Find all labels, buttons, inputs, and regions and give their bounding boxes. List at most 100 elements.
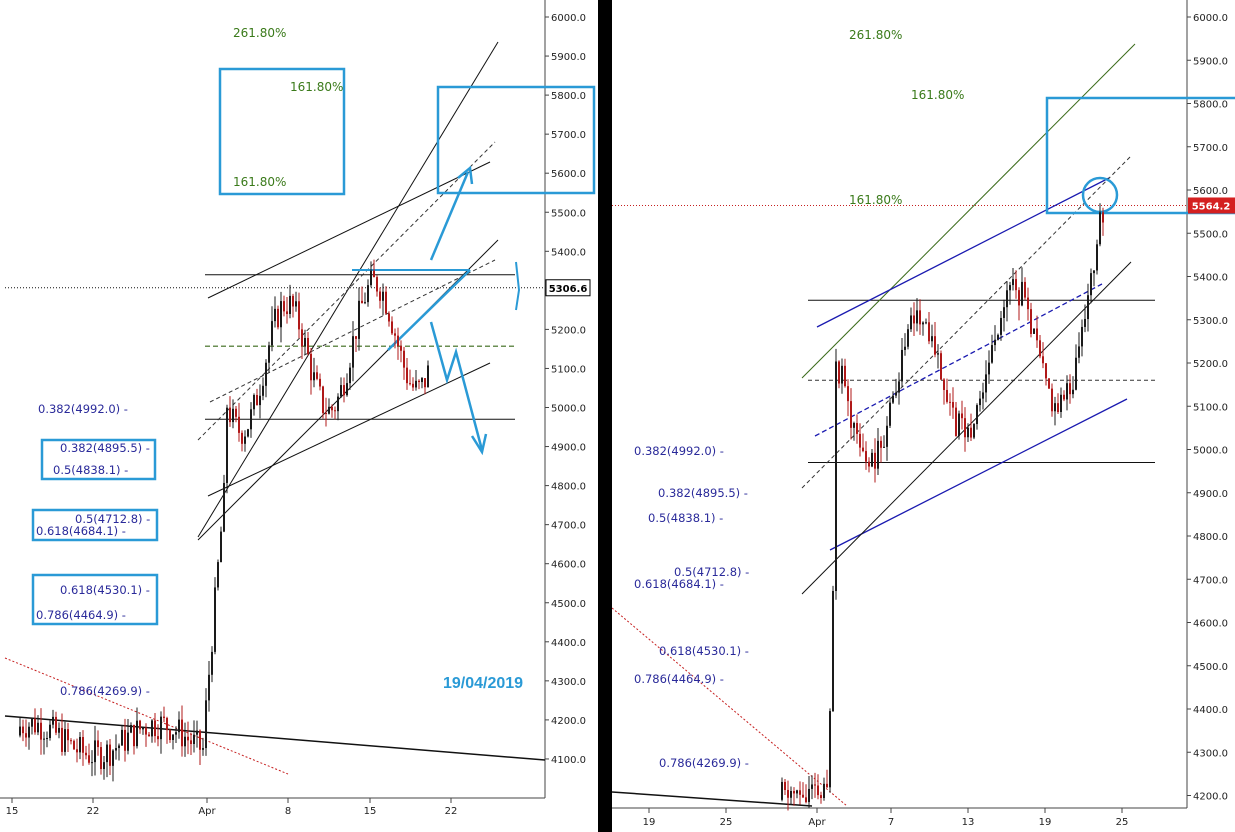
drawings-left — [4, 41, 596, 775]
candle-body — [916, 310, 918, 324]
candle-body — [943, 379, 945, 390]
candle-body — [67, 729, 69, 741]
candle-body — [925, 322, 927, 324]
candle-body — [850, 401, 852, 428]
chart-panel-right: 6000.0 5900.0 5800.0 5700.0 5600.0 5500.0 5400… — [612, 0, 1235, 832]
x-tick-label: 25 — [720, 817, 733, 828]
candle-body — [961, 413, 963, 419]
fib-label: 0.5(4712.8) - — [75, 512, 150, 526]
candle-body — [1069, 383, 1071, 395]
candle-body — [100, 747, 102, 770]
candle-body — [409, 383, 411, 385]
red-dotted-line — [612, 607, 848, 807]
arrow-up-head — [457, 165, 474, 185]
candle-body — [970, 427, 972, 438]
candle-body — [865, 451, 867, 462]
candle-body — [367, 285, 369, 303]
candle-body — [874, 452, 876, 469]
candle-body — [58, 727, 60, 733]
candle-body — [1081, 326, 1083, 347]
candle-body — [205, 700, 207, 749]
candle-body — [880, 440, 882, 448]
candle-body — [1027, 297, 1029, 310]
candle-body — [937, 353, 939, 355]
candle-body — [976, 405, 978, 425]
candle-body — [265, 362, 267, 386]
panel-divider — [598, 0, 612, 832]
candle-body — [1039, 340, 1041, 357]
extension-label: 161.80% — [911, 88, 964, 102]
target-box — [436, 85, 596, 195]
candle-body — [211, 651, 213, 675]
candle-body — [838, 361, 840, 384]
drawings-right — [612, 43, 1235, 807]
candle-body — [70, 740, 72, 742]
candle-body — [286, 311, 288, 314]
candle-body — [103, 762, 105, 770]
candle-body — [904, 346, 906, 350]
candle-body — [238, 416, 240, 433]
candle-body — [232, 408, 234, 423]
candle-body — [418, 380, 420, 383]
candle-body — [373, 270, 375, 278]
candle-body — [802, 794, 804, 798]
candle-body — [214, 587, 216, 652]
candle-body — [283, 301, 285, 312]
candle-body — [1090, 273, 1092, 296]
extension-label: 161.80% — [849, 193, 902, 207]
x-tick-label: 8 — [285, 806, 291, 817]
candle-body — [1012, 279, 1014, 286]
candle-body — [235, 408, 237, 417]
candle-body — [172, 734, 174, 740]
fib-label: 0.618(4530.1) - — [659, 644, 749, 658]
candle-body — [334, 410, 336, 412]
candle-body — [1066, 383, 1068, 400]
candle-body — [1009, 285, 1011, 291]
candle-body — [91, 762, 93, 764]
candle-body — [862, 447, 864, 452]
y-tick-label: 5400.0 — [1193, 273, 1228, 284]
candle-body — [208, 674, 210, 701]
candle-body — [949, 401, 951, 403]
candle-body — [295, 301, 297, 307]
candle-body — [1021, 281, 1023, 306]
candle-body — [1063, 394, 1065, 400]
candle-body — [229, 407, 231, 423]
candle-body — [226, 407, 228, 483]
y-tick-label: 5200.0 — [551, 325, 586, 336]
candle-body — [973, 424, 975, 438]
y-tick-label: 4800.0 — [551, 482, 586, 493]
candle-body — [784, 781, 786, 790]
candle-body — [958, 413, 960, 436]
price-tag — [545, 279, 591, 297]
candle-body — [259, 395, 261, 406]
candle-body — [64, 729, 66, 752]
candle-body — [31, 718, 33, 727]
candle-body — [412, 383, 414, 388]
candle-body — [979, 398, 981, 406]
channel-mid-blue — [814, 283, 1103, 437]
candle-body — [139, 720, 141, 730]
candle-body — [310, 353, 312, 381]
candle-body — [358, 300, 360, 339]
dashed-midchannel — [197, 141, 496, 441]
candle-body — [796, 790, 798, 794]
candle-body — [1033, 328, 1035, 334]
candle-body — [823, 783, 825, 799]
candle-body — [157, 736, 159, 740]
candle-body — [43, 738, 45, 740]
candle-body — [256, 394, 258, 406]
fib-label: 0.786(4464.9) - — [36, 608, 126, 622]
candle-body — [1045, 363, 1047, 379]
date-stamp: 19/04/2019 — [443, 675, 523, 692]
candle-body — [268, 345, 270, 363]
x-tick-label: 15 — [364, 806, 377, 817]
candle-body — [220, 531, 222, 563]
candle-body — [202, 748, 204, 750]
fib-label: 0.786(4269.9) - — [60, 684, 150, 698]
candle-body — [1006, 290, 1008, 308]
candle-body — [346, 383, 348, 396]
candle-body — [964, 418, 966, 438]
candle-body — [40, 722, 42, 740]
candle-body — [901, 349, 903, 382]
